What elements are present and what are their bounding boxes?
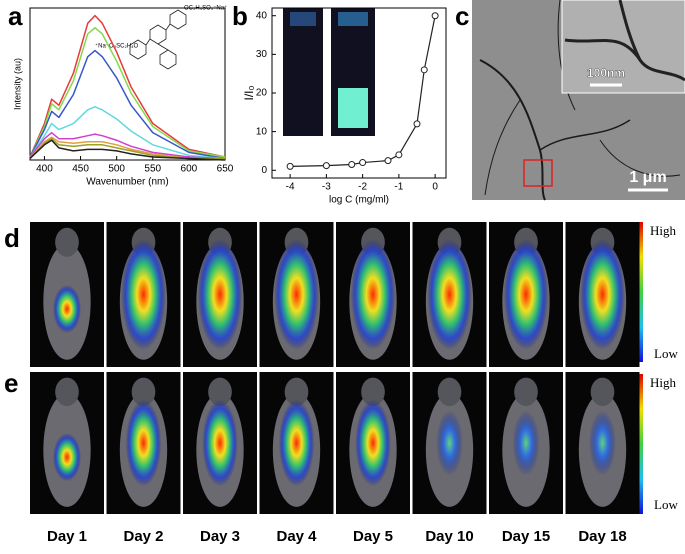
colorbar-label: Low <box>654 346 678 361</box>
fluorescence <box>274 239 319 350</box>
y-axis-label: Intensity (au) <box>12 58 22 110</box>
day-label: Day 5 <box>353 528 393 545</box>
day-label: Day 3 <box>200 528 240 545</box>
fluorescence <box>125 399 162 487</box>
data-point <box>348 160 356 168</box>
x-tick-label: 450 <box>72 164 89 175</box>
vial <box>338 88 368 128</box>
colorbar-label: High <box>650 375 677 390</box>
data-point <box>420 66 428 74</box>
data-point <box>395 151 403 159</box>
fluorescence <box>436 410 463 476</box>
day-label: Day 4 <box>276 528 317 545</box>
x-tick-label: 650 <box>217 164 234 175</box>
fluorescence <box>197 239 243 350</box>
series-line <box>29 106 226 160</box>
x-tick-label: -1 <box>394 182 403 193</box>
data-point <box>431 12 439 20</box>
mouse-head <box>514 377 538 407</box>
colorbar-label: Low <box>654 497 678 512</box>
x-tick-label: 600 <box>181 164 198 175</box>
fiber-network <box>564 0 685 82</box>
vial <box>290 12 316 26</box>
x-tick-label: -4 <box>286 182 295 193</box>
x-tick-label: 500 <box>108 164 125 175</box>
panel-label: e <box>4 368 18 398</box>
series-line <box>29 137 225 160</box>
fluorescence <box>350 239 396 350</box>
mouse-head <box>55 377 79 407</box>
series-line <box>29 139 226 161</box>
series-line <box>29 131 226 160</box>
series-line <box>29 14 226 158</box>
series-line <box>29 49 226 160</box>
vial <box>338 12 368 26</box>
fluorescence <box>512 410 540 476</box>
mouse-head <box>284 377 309 407</box>
day-label: Day 2 <box>123 528 163 545</box>
y-tick-label: 10 <box>256 126 268 137</box>
day-label: Day 15 <box>502 528 550 545</box>
mouse-head <box>55 227 79 257</box>
fluorescence <box>53 285 81 333</box>
panel-label: b <box>232 1 248 31</box>
day-label: Day 10 <box>425 528 473 545</box>
data-point <box>413 120 421 128</box>
series-line <box>29 136 225 160</box>
vial-image <box>283 8 323 136</box>
data-point <box>286 162 294 170</box>
fluorescence <box>427 239 472 350</box>
fluorescence <box>355 399 391 487</box>
panel-label: d <box>4 223 20 253</box>
highlight-box <box>523 159 553 187</box>
fluorescence <box>121 239 166 350</box>
fluorescence <box>53 433 81 482</box>
y-tick-label: 20 <box>256 88 268 99</box>
y-tick-label: 30 <box>256 49 268 60</box>
data-point <box>359 159 367 167</box>
y-axis-label: I/I₀ <box>242 85 256 100</box>
fluorescence <box>202 399 238 487</box>
day-label: Day 18 <box>578 528 626 545</box>
scale-label: 1 μm <box>629 169 666 186</box>
mouse-head <box>208 377 232 407</box>
fluorescence <box>503 239 549 350</box>
x-tick-label: 550 <box>144 164 161 175</box>
panel-label: c <box>455 1 469 31</box>
y-tick-label: 0 <box>261 165 267 176</box>
mouse-head <box>437 377 462 407</box>
colorbar-label: High <box>650 223 677 238</box>
x-tick-label: -3 <box>322 182 331 193</box>
fluorescence <box>278 399 315 487</box>
y-tick-label: 40 <box>256 10 268 21</box>
mouse-head <box>131 377 156 407</box>
x-axis-label: log C (mg/ml) <box>329 195 389 206</box>
x-axis-label: Wavenumber (nm) <box>86 177 168 188</box>
mouse-head <box>590 377 615 407</box>
panel-label: a <box>8 1 23 31</box>
molecule <box>129 9 187 70</box>
data-point <box>384 157 392 165</box>
data-point <box>322 162 330 170</box>
x-tick-label: 0 <box>432 182 438 193</box>
x-tick-label: 400 <box>36 164 53 175</box>
scale-label: 100nm <box>587 66 625 80</box>
annotation: ⁺Na⁻O₃SC₂H₄O <box>95 43 139 50</box>
mouse-head <box>361 377 385 407</box>
series-line <box>29 27 226 158</box>
x-tick-label: -2 <box>358 182 367 193</box>
fluorescence <box>580 239 625 350</box>
fluorescence <box>589 410 616 476</box>
plot-frame <box>29 7 226 161</box>
day-label: Day 1 <box>47 528 87 545</box>
